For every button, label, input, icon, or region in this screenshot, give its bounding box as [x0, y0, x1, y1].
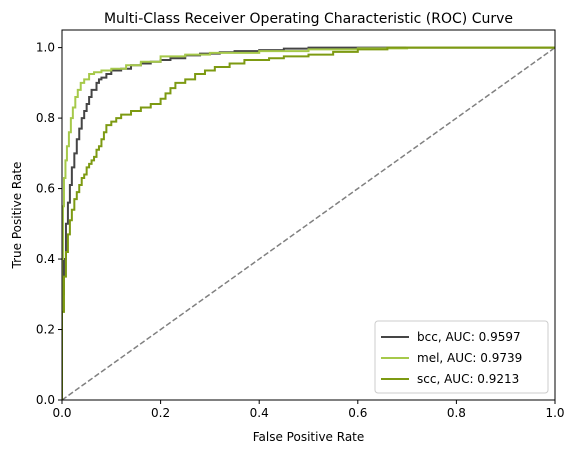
plot-frame — [61, 29, 556, 401]
y-tick-label: 0.6 — [36, 182, 55, 196]
roc-curve-bcc — [62, 46, 555, 400]
y-tick-label: 0.0 — [36, 393, 55, 407]
y-axis-label: True Positive Rate — [10, 162, 24, 270]
x-tick-label: 1.0 — [545, 406, 564, 420]
x-axis-label: False Positive Rate — [253, 430, 365, 444]
x-tick-label: 0.2 — [151, 406, 170, 420]
roc-curve-scc — [62, 46, 555, 400]
x-tick-label: 0.4 — [250, 406, 269, 420]
y-tick-label: 0.8 — [36, 111, 55, 125]
roc-curve-mel — [62, 46, 555, 400]
legend-label: scc, AUC: 0.9213 — [417, 372, 519, 386]
chance-diagonal-line — [62, 47, 555, 400]
chart-title: Multi-Class Receiver Operating Character… — [104, 11, 513, 27]
legend-box — [374, 320, 549, 394]
y-tick-label: 0.4 — [36, 252, 55, 266]
plot-area — [62, 46, 555, 400]
y-tick-label: 1.0 — [36, 41, 55, 55]
axis-ticks: 0.0 0.2 0.4 0.6 0.8 1.0 0.0 0.2 0.4 0.6 0.8 1.0 — [36, 41, 565, 420]
x-tick-label: 0.6 — [348, 406, 367, 420]
y-tick-label: 0.2 — [36, 323, 55, 337]
x-tick-label: 0.0 — [52, 406, 71, 420]
legend-label: bcc, AUC: 0.9597 — [417, 330, 521, 344]
legend: bcc, AUC: 0.9597 mel, AUC: 0.9739 scc, AUC… — [374, 320, 549, 394]
x-tick-label: 0.8 — [447, 406, 466, 420]
legend-label: mel, AUC: 0.9739 — [417, 351, 522, 365]
